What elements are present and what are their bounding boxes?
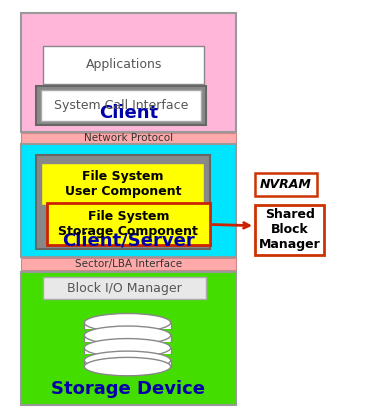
Text: NVRAM: NVRAM: [260, 178, 312, 191]
FancyBboxPatch shape: [36, 86, 206, 125]
Text: Client/Server: Client/Server: [62, 232, 195, 250]
Text: Sector/LBA Interface: Sector/LBA Interface: [75, 259, 182, 269]
Text: File System
Storage Component: File System Storage Component: [58, 210, 198, 237]
FancyBboxPatch shape: [21, 13, 236, 132]
Text: Applications: Applications: [86, 58, 162, 71]
Ellipse shape: [84, 314, 171, 332]
Text: Storage Device: Storage Device: [51, 380, 206, 398]
FancyBboxPatch shape: [41, 163, 204, 205]
Text: Network Protocol: Network Protocol: [84, 133, 173, 143]
Polygon shape: [84, 323, 171, 329]
Polygon shape: [84, 335, 171, 342]
Text: System Call Interface: System Call Interface: [54, 99, 188, 112]
Text: Client: Client: [99, 104, 158, 122]
Ellipse shape: [84, 339, 171, 357]
Ellipse shape: [84, 351, 171, 370]
FancyBboxPatch shape: [21, 144, 236, 257]
Polygon shape: [84, 360, 171, 367]
FancyBboxPatch shape: [47, 203, 210, 245]
Text: File System
User Component: File System User Component: [64, 170, 181, 198]
FancyBboxPatch shape: [255, 205, 324, 255]
FancyBboxPatch shape: [21, 133, 236, 144]
Polygon shape: [84, 348, 171, 354]
Ellipse shape: [84, 326, 171, 344]
FancyBboxPatch shape: [43, 46, 204, 84]
Text: Block I/O Manager: Block I/O Manager: [68, 281, 182, 295]
FancyBboxPatch shape: [36, 155, 210, 249]
FancyBboxPatch shape: [21, 258, 236, 270]
FancyBboxPatch shape: [41, 90, 201, 121]
FancyBboxPatch shape: [43, 277, 206, 299]
FancyBboxPatch shape: [21, 272, 236, 405]
Ellipse shape: [84, 357, 171, 376]
FancyBboxPatch shape: [255, 173, 317, 196]
Text: Shared
Block
Manager: Shared Block Manager: [259, 209, 321, 251]
